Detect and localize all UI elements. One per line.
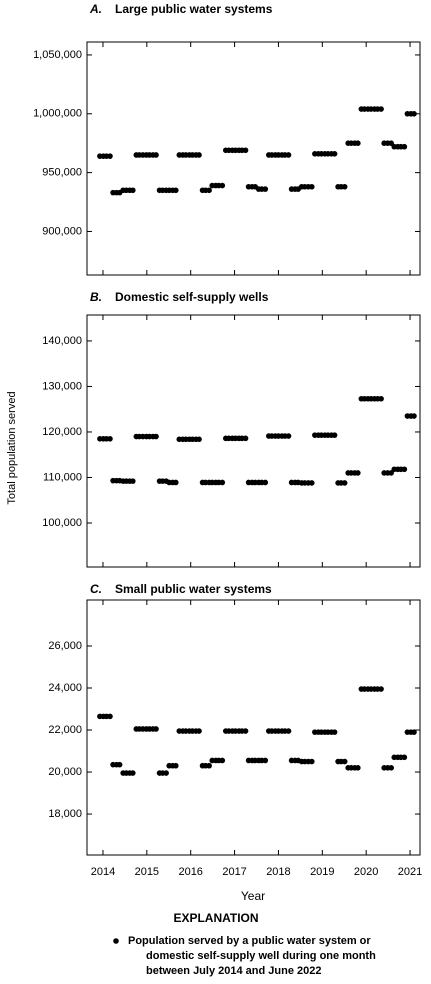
data-point: [219, 479, 226, 486]
panel-label: B.: [90, 290, 102, 304]
y-tick-label: 26,000: [48, 640, 82, 652]
data-point: [341, 183, 348, 190]
data-point: [206, 762, 212, 769]
data-point: [341, 480, 348, 486]
y-tick-label: 100,000: [42, 517, 82, 529]
legend-title: EXPLANATION: [173, 911, 258, 925]
plot-frame: [86, 314, 421, 568]
y-tick-label: 20,000: [48, 766, 82, 778]
x-tick-label: 2014: [91, 866, 115, 878]
data-point: [308, 183, 315, 190]
data-point: [163, 770, 169, 776]
data-point: [107, 153, 113, 159]
data-point: [262, 186, 269, 192]
data-point: [262, 479, 269, 486]
x-tick-label: 2017: [222, 866, 246, 878]
plot-frame: [86, 41, 421, 276]
data-point: [172, 479, 179, 486]
panel-label: C.: [90, 582, 102, 596]
data-point: [285, 728, 292, 734]
data-point: [378, 106, 384, 112]
data-point: [285, 152, 292, 158]
data-point: [411, 110, 417, 117]
data-point: [129, 770, 136, 776]
data-point: [172, 762, 179, 769]
legend-text: domestic self-supply well during one mon…: [146, 950, 376, 962]
data-point: [129, 478, 136, 484]
data-point: [355, 140, 361, 147]
y-tick-label: 120,000: [42, 426, 82, 438]
data-point: [129, 187, 136, 194]
y-tick-label: 900,000: [42, 225, 82, 237]
panel-title: Small public water systems: [115, 582, 272, 596]
data-point: [153, 152, 159, 158]
data-point: [153, 433, 159, 440]
data-point: [107, 435, 113, 442]
plot-frame: [86, 599, 421, 856]
data-point: [388, 765, 394, 771]
data-point: [355, 470, 361, 476]
data-point: [355, 765, 361, 771]
data-point: [242, 435, 249, 442]
y-tick-label: 1,050,000: [33, 49, 82, 61]
data-point: [378, 686, 384, 692]
data-point: [196, 436, 202, 443]
data-point: [331, 432, 338, 438]
data-point: [331, 729, 338, 735]
y-tick-label: 1,000,000: [33, 108, 82, 120]
panel-title: Domestic self-supply wells: [115, 290, 269, 304]
data-point: [308, 480, 315, 486]
data-point: [196, 728, 202, 734]
data-point: [411, 413, 417, 419]
data-point: [378, 395, 384, 402]
data-point: [401, 143, 408, 150]
data-point: [341, 758, 348, 765]
data-point: [116, 761, 123, 768]
data-point: [107, 713, 113, 720]
data-point: [331, 150, 338, 157]
y-tick-label: 950,000: [42, 167, 82, 179]
y-axis-label: Total population served: [6, 391, 18, 504]
data-point: [262, 757, 269, 764]
data-point: [242, 147, 249, 154]
data-point: [285, 433, 292, 439]
y-tick-label: 130,000: [42, 380, 82, 392]
x-axis-label: Year: [241, 889, 265, 903]
data-point: [172, 187, 179, 194]
x-tick-label: 2019: [310, 866, 334, 878]
x-tick-label: 2021: [398, 866, 422, 878]
data-point: [242, 728, 249, 734]
y-tick-label: 110,000: [43, 471, 82, 483]
x-tick-label: 2020: [354, 866, 378, 878]
y-tick-label: 22,000: [48, 724, 82, 736]
data-point: [196, 152, 202, 158]
data-point: [308, 758, 315, 765]
panel-label: A.: [89, 2, 102, 16]
x-tick-label: 2015: [135, 866, 159, 878]
data-point: [153, 726, 159, 732]
legend-marker: [113, 938, 119, 944]
y-tick-label: 18,000: [48, 808, 82, 820]
y-tick-label: 140,000: [42, 335, 82, 347]
x-tick-label: 2016: [178, 866, 202, 878]
legend-text: Population served by a public water syst…: [128, 935, 371, 947]
data-point: [401, 466, 408, 473]
data-point: [219, 757, 226, 764]
data-point: [401, 754, 408, 761]
panel-title: Large public water systems: [115, 2, 273, 16]
data-point: [219, 182, 226, 189]
data-point: [411, 729, 417, 735]
x-tick-label: 2018: [266, 866, 290, 878]
data-point: [206, 187, 212, 194]
legend-text: between July 2014 and June 2022: [146, 965, 321, 977]
y-tick-label: 24,000: [48, 682, 82, 694]
